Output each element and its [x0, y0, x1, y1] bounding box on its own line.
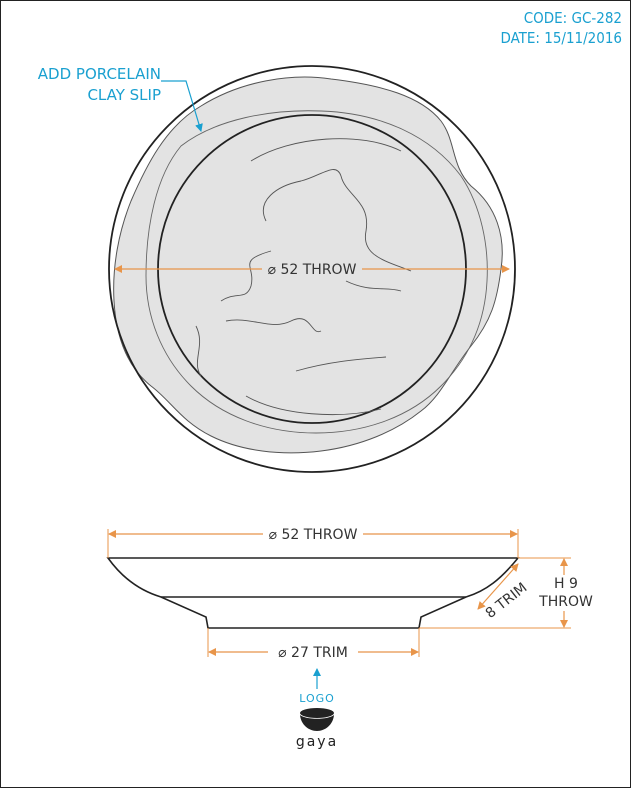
top-diameter-label-bg	[262, 259, 362, 279]
slip-note-line-1: ADD PORCELAIN	[37, 65, 161, 83]
logo-label: LOGO	[299, 692, 335, 705]
height-label-line-2: THROW	[538, 594, 593, 610]
bowl-profile	[106, 557, 520, 629]
slip-texture	[195, 138, 412, 415]
side-view: ⌀ 52 THROW H 9 THROW 8 TRIM ⌀ 27 TRIM	[106, 524, 594, 662]
outer-rim-circle	[108, 65, 516, 473]
slip-note: ADD PORCELAIN CLAY SLIP	[31, 65, 161, 104]
slip-note-line-2: CLAY SLIP	[87, 86, 161, 104]
base-diameter-label-bg	[268, 642, 358, 662]
top-diameter-label: ⌀ 52 THROW	[268, 262, 357, 278]
side-top-diameter-label: ⌀ 52 THROW	[269, 527, 358, 543]
side-top-diameter-label-bg	[263, 524, 363, 544]
height-label-bg	[536, 575, 594, 611]
base-diameter-label: ⌀ 27 TRIM	[278, 645, 348, 661]
slip-note-leader	[161, 80, 203, 132]
brand-name: gaya	[296, 734, 338, 750]
bowl-logo-icon	[300, 708, 334, 731]
drawing-date: DATE: 15/11/2016	[500, 29, 622, 47]
trim-dimension-line	[477, 563, 519, 610]
logo-block: LOGO gaya	[296, 668, 338, 750]
product-code: CODE: GC-282	[523, 9, 622, 27]
height-label-line-1: H 9	[554, 576, 578, 592]
slip-inner-rim	[145, 110, 488, 434]
top-view: ⌀ 52 THROW	[108, 65, 516, 473]
